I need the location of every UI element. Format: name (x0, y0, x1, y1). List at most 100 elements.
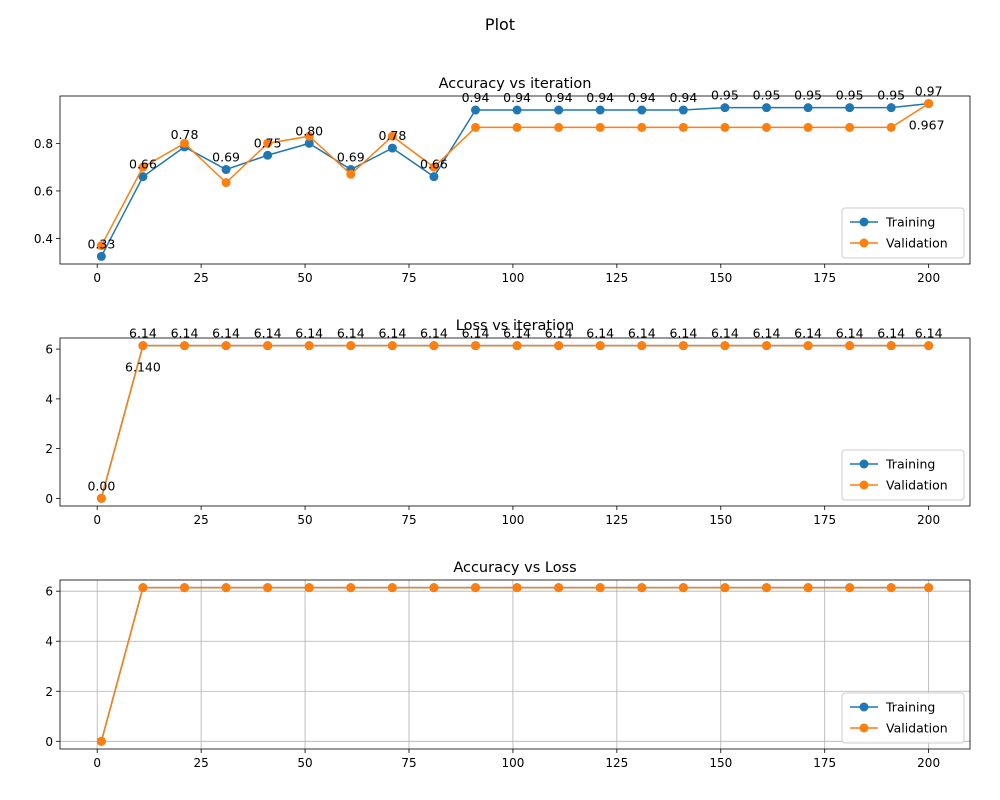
data-point-training (678, 105, 688, 115)
data-label: 0.94 (545, 90, 573, 105)
data-point-validation (304, 131, 314, 141)
y-tick-label: 4 (45, 392, 53, 406)
data-label: 6.14 (545, 326, 573, 341)
legend-box (841, 449, 965, 501)
legend-label-validation: Validation (886, 478, 948, 493)
series-line-validation (100, 586, 929, 742)
data-point-validation (637, 583, 647, 593)
data-point-validation (304, 583, 314, 593)
data-point-validation (637, 122, 647, 132)
data-point-validation (886, 341, 896, 351)
data-label: 6.14 (295, 326, 323, 341)
series-line-training (100, 586, 929, 742)
subplot-2: Loss vs iteration 0 25 50 75 100 125 150 175 200 0… (45, 318, 971, 527)
data-point-validation (678, 341, 688, 351)
data-point-validation (221, 178, 231, 188)
x-tick-label: 25 (193, 756, 208, 770)
data-point-validation (471, 122, 481, 132)
data-label: 6.14 (212, 326, 240, 341)
data-point-training (138, 172, 148, 182)
chart-title: Loss vs iteration (456, 318, 574, 334)
data-point-validation (554, 122, 564, 132)
data-point-validation (346, 341, 356, 351)
x-tick-label: 0 (93, 271, 101, 285)
legend: Training Validation (841, 207, 965, 259)
data-point-validation (803, 122, 813, 132)
legend-label-training: Training (885, 457, 935, 472)
data-point-validation (180, 138, 190, 148)
data-point-validation (387, 583, 397, 593)
legend-label-validation: Validation (886, 721, 948, 736)
data-label: 0.95 (836, 88, 864, 103)
chart-title: Accuracy vs iteration (439, 76, 592, 92)
data-label: 6.140 (125, 360, 161, 375)
data-point-training (429, 172, 439, 182)
x-tick-label: 150 (709, 756, 732, 770)
data-point-validation (512, 341, 522, 351)
data-point-validation (720, 583, 730, 593)
x-tick-label: 100 (501, 513, 524, 527)
data-point-validation (924, 99, 934, 109)
data-point-training (637, 105, 647, 115)
data-label: 6.14 (337, 326, 365, 341)
legend-marker-training (859, 459, 869, 469)
data-point-validation (429, 341, 439, 351)
series-line-training (100, 344, 929, 499)
data-label: 0.95 (753, 88, 781, 103)
x-tick-label: 150 (709, 271, 732, 285)
data-point-validation (429, 583, 439, 593)
data-point-validation (387, 131, 397, 141)
data-label: 6.14 (171, 326, 199, 341)
y-tick-label: 6 (45, 343, 53, 357)
data-point-validation (637, 341, 647, 351)
x-tick-label: 25 (193, 513, 208, 527)
data-point-validation (138, 583, 148, 593)
data-label: 0.66 (420, 157, 448, 172)
x-tick-label: 75 (401, 271, 416, 285)
data-point-validation (924, 583, 934, 593)
data-point-validation (595, 341, 605, 351)
data-point-training (512, 105, 522, 115)
data-label: 0.69 (212, 150, 240, 165)
data-point-validation (554, 341, 564, 351)
legend-marker-validation (859, 723, 869, 733)
data-label: 6.14 (794, 326, 822, 341)
data-point-training (803, 103, 813, 113)
x-tick-label: 200 (917, 756, 940, 770)
y-tick-label: 0.6 (34, 184, 53, 198)
data-point-validation (803, 583, 813, 593)
legend-label-training: Training (885, 215, 935, 230)
data-point-validation (180, 341, 190, 351)
data-label: 0.69 (337, 150, 365, 165)
data-label: 6.14 (711, 326, 739, 341)
data-point-validation (96, 241, 106, 251)
data-point-training (96, 251, 106, 261)
x-tick-label: 75 (401, 513, 416, 527)
x-tick-label: 175 (813, 756, 836, 770)
x-tick-label: 25 (193, 271, 208, 285)
data-point-validation (512, 583, 522, 593)
y-tick-label: 0 (45, 492, 53, 506)
y-tick-label: 2 (45, 442, 53, 456)
x-tick-label: 0 (93, 756, 101, 770)
x-tick-label: 175 (813, 513, 836, 527)
x-tick-label: 200 (917, 271, 940, 285)
data-point-validation (762, 583, 772, 593)
data-label: 6.14 (586, 326, 614, 341)
x-tick-label: 200 (917, 513, 940, 527)
data-point-validation (845, 583, 855, 593)
figure-suptitle: Plot (485, 15, 515, 34)
data-label: 6.14 (753, 326, 781, 341)
x-tick-label: 150 (709, 513, 732, 527)
data-point-validation (886, 122, 896, 132)
data-point-validation (512, 122, 522, 132)
chart-title: Accuracy vs Loss (453, 560, 576, 576)
data-point-validation (180, 583, 190, 593)
data-point-training (221, 165, 231, 175)
data-point-validation (554, 583, 564, 593)
data-point-validation (595, 122, 605, 132)
data-point-validation (845, 122, 855, 132)
legend: Training Validation (841, 692, 965, 744)
data-point-validation (678, 583, 688, 593)
y-tick-label: 0.4 (34, 232, 53, 246)
